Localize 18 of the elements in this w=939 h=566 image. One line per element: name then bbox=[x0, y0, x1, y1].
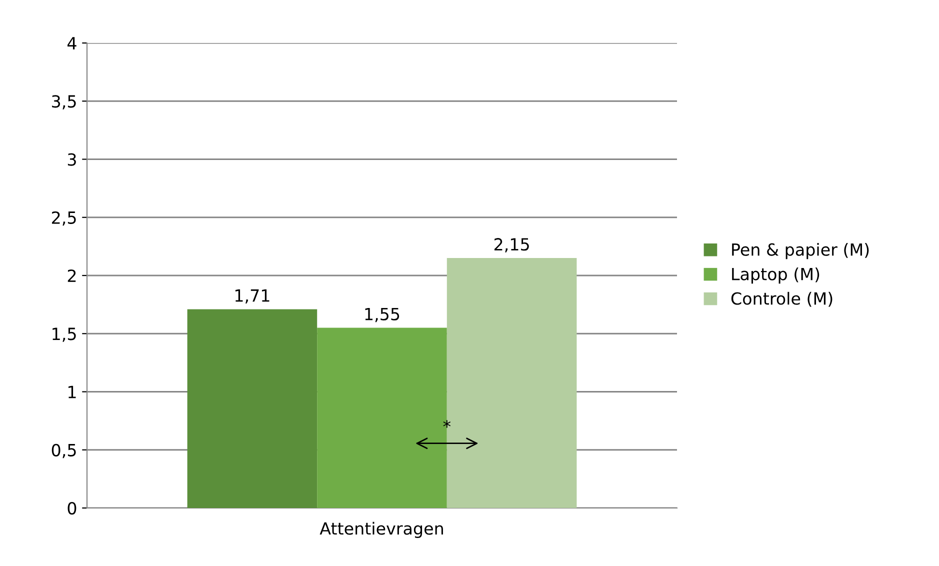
data-label: 2,15 bbox=[494, 238, 529, 252]
y-tick-label: 3,5 bbox=[52, 95, 76, 110]
y-tick-label: 2 bbox=[68, 269, 76, 282]
legend-label: Controle (M) bbox=[731, 292, 832, 307]
x-tick-label: Attentievragen bbox=[320, 522, 443, 538]
y-tick-label: 0,5 bbox=[52, 444, 76, 458]
data-label: 1,71 bbox=[235, 289, 270, 304]
legend-label: Pen & papier (M) bbox=[732, 242, 869, 260]
y-tick-label: 1 bbox=[68, 386, 76, 398]
data-label: 1,55 bbox=[365, 308, 400, 322]
y-tick-label: 4 bbox=[67, 37, 76, 50]
bar bbox=[187, 309, 318, 508]
y-tick-label: 2,5 bbox=[52, 211, 76, 226]
annotation: * bbox=[443, 420, 451, 428]
y-tick-label: 1,5 bbox=[52, 328, 76, 342]
legend-label: Laptop (M) bbox=[732, 267, 820, 284]
y-tick-label: 0 bbox=[68, 502, 76, 515]
y-tick-label: 3 bbox=[68, 153, 76, 166]
